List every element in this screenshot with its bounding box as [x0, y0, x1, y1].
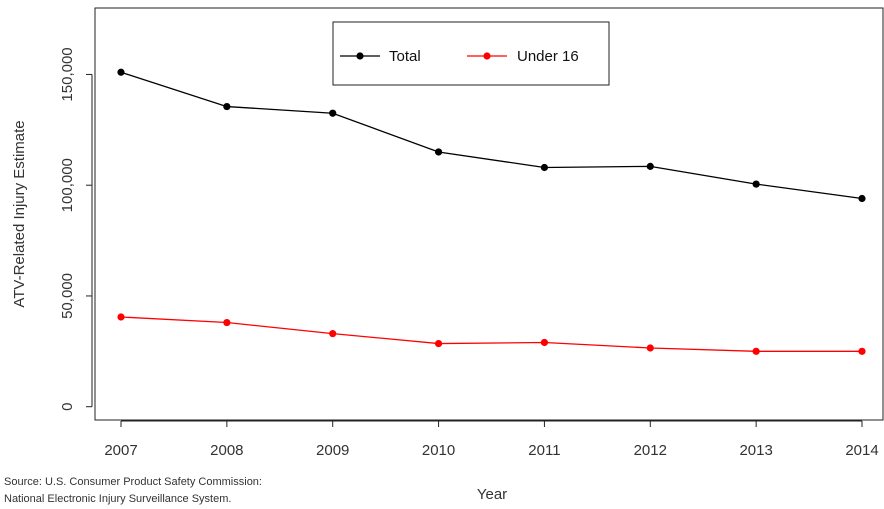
data-point-under-16: [540, 338, 549, 347]
x-tick-label: 2012: [634, 442, 667, 459]
data-point-under-16: [646, 344, 654, 352]
data-point-total: [540, 163, 549, 172]
series-line-under-16: [120, 316, 862, 352]
legend: Total Under 16: [332, 21, 610, 86]
legend-label-under-16: Under 16: [517, 48, 579, 65]
y-axis-title: ATV-Related Injury Estimate: [11, 120, 28, 307]
x-axis-title: Year: [477, 486, 507, 503]
data-point-total: [434, 148, 443, 156]
data-point-under-16: [329, 330, 337, 338]
y-tick-label: 0: [59, 403, 76, 411]
data-point-under-16: [223, 318, 231, 327]
x-tick-label: 2008: [210, 442, 243, 459]
data-point-under-16: [434, 339, 443, 348]
x-tick-label: 2013: [739, 442, 772, 459]
data-point-under-16: [858, 347, 866, 355]
y-tick-label: 50,000: [59, 273, 76, 319]
data-point-total: [646, 162, 654, 170]
plot-area-border: [94, 7, 884, 421]
x-tick-label: 2009: [316, 442, 349, 459]
data-point-total: [223, 102, 231, 111]
data-point-under-16: [752, 347, 760, 355]
data-point-total: [858, 194, 866, 203]
y-tick-label: 100,000: [59, 158, 76, 212]
x-tick-label: 2011: [528, 442, 560, 459]
source-line: National Electronic Injury Surveillance …: [4, 493, 232, 505]
x-tick-label: 2014: [845, 442, 878, 459]
x-tick-label: 2010: [422, 442, 455, 459]
data-point-total: [752, 180, 760, 188]
legend-marker-total: [356, 52, 364, 60]
data-point-total: [117, 68, 125, 76]
legend-box: [332, 21, 610, 86]
series-layer: [117, 68, 866, 355]
axes: 2007 2008 2009 2010 2011 2012 2013 2014 0 50,000 1…: [59, 47, 879, 459]
y-tick-label: 150,000: [59, 47, 76, 101]
x-tick-label: 2007: [104, 442, 137, 459]
data-point-under-16: [117, 313, 125, 321]
series-line-total: [120, 71, 863, 200]
source-line: Source: U.S. Consumer Product Safety Com…: [4, 476, 262, 488]
legend-label-total: Total: [389, 48, 421, 65]
source-note: Source: U.S. Consumer Product Safety Com…: [4, 474, 262, 508]
data-point-total: [329, 109, 337, 117]
legend-marker-under-16: [483, 52, 491, 60]
